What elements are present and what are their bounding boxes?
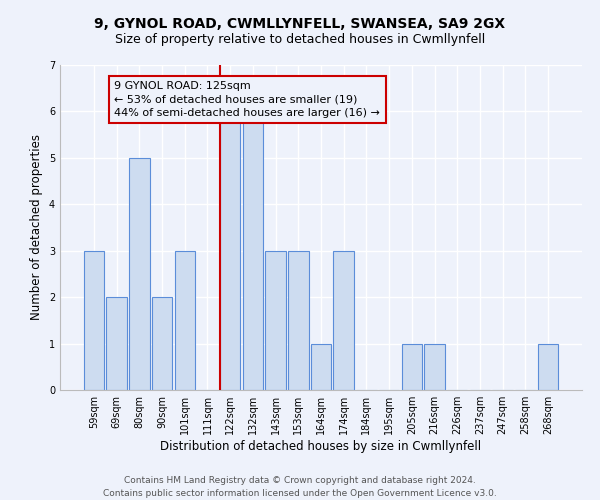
- Bar: [106, 297, 127, 390]
- Text: Size of property relative to detached houses in Cwmllynfell: Size of property relative to detached ho…: [115, 32, 485, 46]
- Y-axis label: Number of detached properties: Number of detached properties: [31, 134, 43, 320]
- Bar: [288, 250, 308, 390]
- Bar: [84, 250, 104, 390]
- Bar: [152, 297, 172, 390]
- Bar: [175, 250, 195, 390]
- Bar: [334, 250, 354, 390]
- Bar: [424, 344, 445, 390]
- Bar: [538, 344, 558, 390]
- Bar: [220, 112, 241, 390]
- Text: Contains HM Land Registry data © Crown copyright and database right 2024.
Contai: Contains HM Land Registry data © Crown c…: [103, 476, 497, 498]
- Text: 9 GYNOL ROAD: 125sqm
← 53% of detached houses are smaller (19)
44% of semi-detac: 9 GYNOL ROAD: 125sqm ← 53% of detached h…: [115, 81, 380, 118]
- Text: 9, GYNOL ROAD, CWMLLYNFELL, SWANSEA, SA9 2GX: 9, GYNOL ROAD, CWMLLYNFELL, SWANSEA, SA9…: [94, 18, 506, 32]
- Bar: [129, 158, 149, 390]
- Bar: [242, 112, 263, 390]
- Bar: [311, 344, 331, 390]
- Bar: [265, 250, 286, 390]
- Bar: [401, 344, 422, 390]
- X-axis label: Distribution of detached houses by size in Cwmllynfell: Distribution of detached houses by size …: [160, 440, 482, 453]
